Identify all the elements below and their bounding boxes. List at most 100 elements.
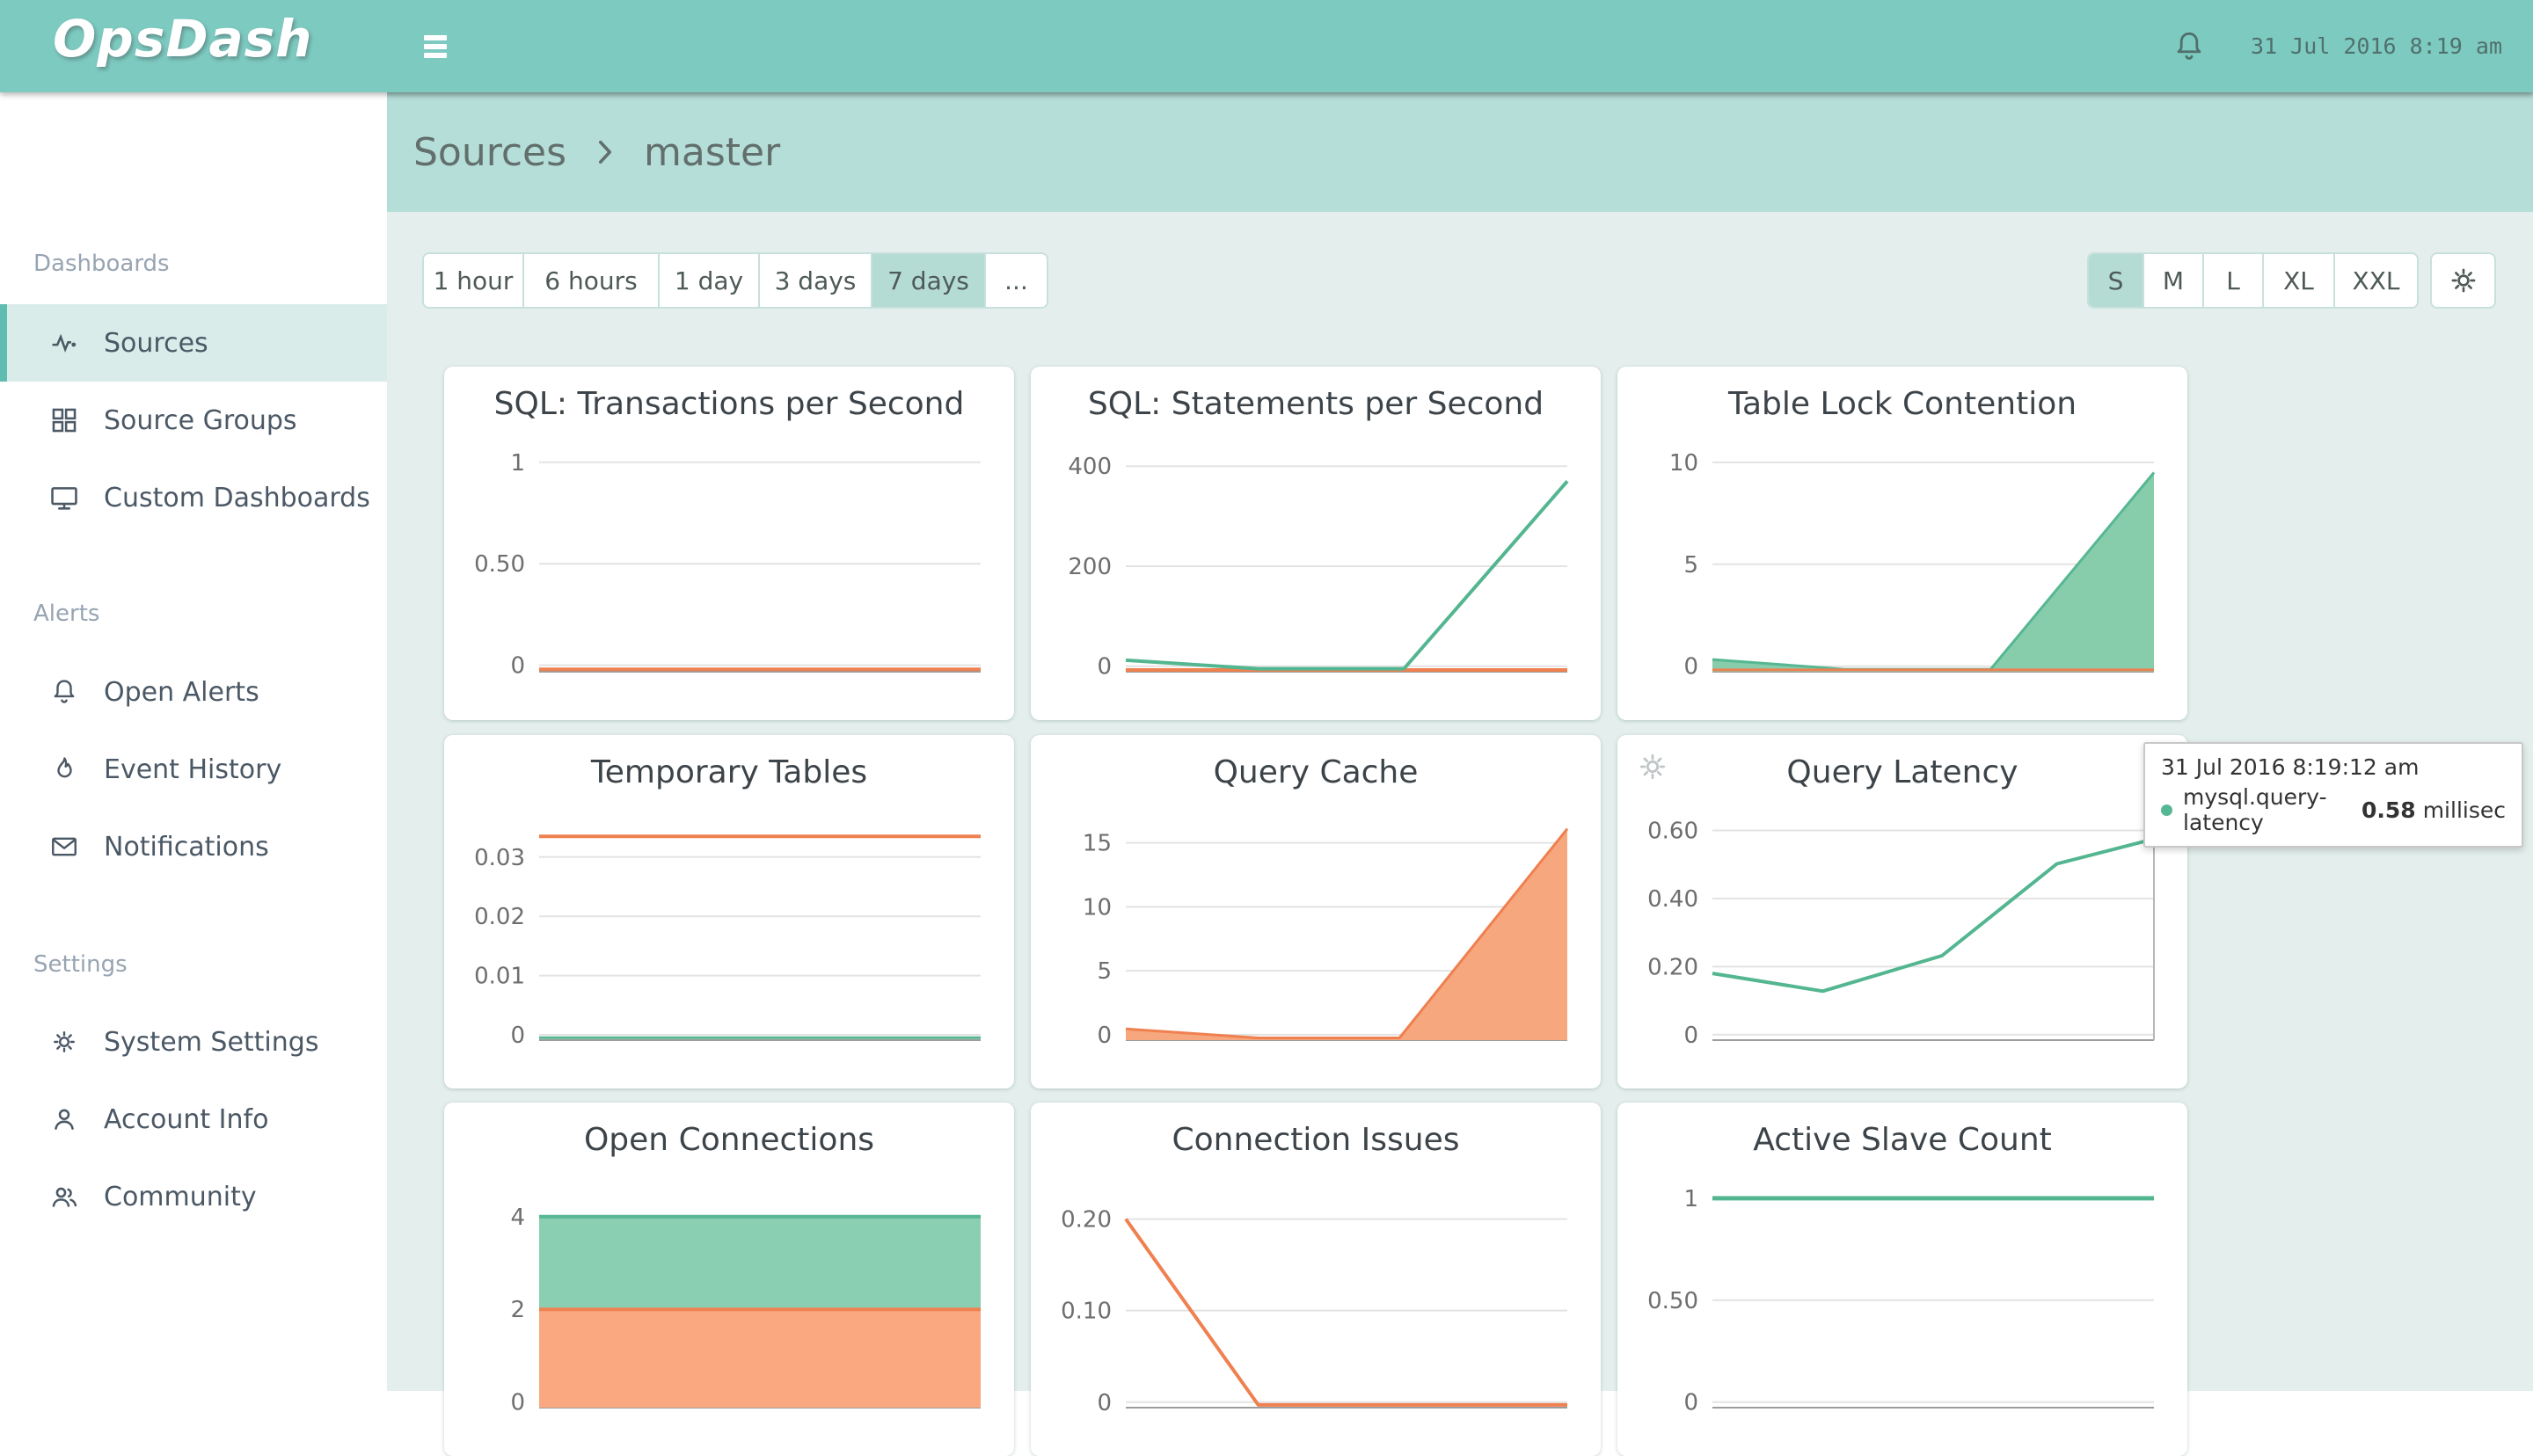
- svg-text:0: 0: [510, 1023, 525, 1049]
- svg-text:1: 1: [510, 450, 525, 477]
- chart-plot-area[interactable]: 400 200 0: [1038, 433, 1594, 696]
- chart-card: SQL: Transactions per Second 1 0.50 0: [444, 367, 1014, 720]
- svg-text:15: 15: [1083, 831, 1112, 857]
- chart-card: Connection Issues 0.20 0.10 0: [1031, 1103, 1601, 1456]
- header-right: 31 Jul 2016 8:19 am: [2172, 0, 2502, 92]
- dashboard-settings-button[interactable]: [2430, 252, 2496, 309]
- breadcrumb-sources-link[interactable]: Sources: [413, 129, 567, 175]
- size-s[interactable]: S: [2089, 254, 2142, 307]
- chart-title: Open Connections: [583, 1122, 875, 1158]
- sidebar-section-settings: Settings: [33, 951, 128, 978]
- chart-plot-area[interactable]: 4 2 0: [451, 1168, 1007, 1432]
- svg-text:0.20: 0.20: [1061, 1207, 1112, 1234]
- tooltip-timestamp: 31 Jul 2016 8:19:12 am: [2161, 754, 2420, 780]
- header-timestamp: 31 Jul 2016 8:19 am: [2251, 33, 2502, 59]
- svg-text:1: 1: [1683, 1186, 1698, 1212]
- tooltip-series-row: mysql.query-latency 0.58 millisec: [2161, 784, 2506, 835]
- chart-title: SQL: Transactions per Second: [493, 386, 965, 422]
- sidebar-item-account-info[interactable]: Account Info: [0, 1081, 387, 1158]
- user-icon: [49, 1104, 79, 1134]
- users-icon: [49, 1182, 79, 1212]
- size-xxl[interactable]: XXL: [2333, 254, 2417, 307]
- sidebar-item-system-settings[interactable]: System Settings: [0, 1003, 387, 1081]
- grid-icon: [49, 405, 79, 435]
- chart-plot-area[interactable]: 15 10 5 0: [1038, 801, 1594, 1065]
- envelope-icon: [49, 832, 79, 862]
- chart-plot-area[interactable]: 0.60 0.40 0.20 0: [1624, 801, 2180, 1065]
- chart-card: Query Latency 0.60 0.40 0.20 0: [1617, 735, 2187, 1088]
- breadcrumb: Sources master: [413, 92, 780, 212]
- svg-text:400: 400: [1068, 454, 1112, 480]
- monitor-icon: [49, 483, 79, 513]
- svg-text:4: 4: [510, 1205, 525, 1231]
- gear-icon: [2447, 264, 2480, 297]
- chart-title: Active Slave Count: [1753, 1122, 2052, 1158]
- chart-card: Open Connections 4 2 0: [444, 1103, 1014, 1456]
- sidebar-section-alerts: Alerts: [33, 601, 100, 627]
- time-range-group: 1 hour 6 hours 1 day 3 days 7 days ...: [422, 252, 1048, 309]
- sidebar-item-open-alerts[interactable]: Open Alerts: [0, 653, 387, 731]
- svg-text:2: 2: [510, 1297, 525, 1323]
- sidebar-item-event-history[interactable]: Event History: [0, 731, 387, 808]
- breadcrumb-band: Sources master: [387, 92, 2533, 212]
- chart-plot-area[interactable]: 0.20 0.10 0: [1038, 1168, 1594, 1432]
- hamburger-menu-icon[interactable]: [424, 35, 447, 58]
- sidebar-section-dashboards: Dashboards: [33, 251, 170, 277]
- svg-text:0.60: 0.60: [1647, 819, 1698, 845]
- size-l[interactable]: L: [2202, 254, 2262, 307]
- series-dot-icon: [2161, 804, 2172, 816]
- svg-text:0.03: 0.03: [474, 845, 525, 871]
- svg-text:0.10: 0.10: [1061, 1299, 1112, 1325]
- chart-card: Temporary Tables 0.03 0.02 0.01 0: [444, 735, 1014, 1088]
- svg-text:0.02: 0.02: [474, 904, 525, 930]
- svg-text:0.50: 0.50: [474, 551, 525, 578]
- sidebar-item-notifications[interactable]: Notifications: [0, 808, 387, 885]
- sidebar-item-source-groups[interactable]: Source Groups: [0, 382, 387, 459]
- app-logo[interactable]: OpsDash: [53, 9, 313, 69]
- chart-plot-area[interactable]: 0.03 0.02 0.01 0: [451, 801, 1007, 1065]
- size-m[interactable]: M: [2142, 254, 2202, 307]
- svg-text:0.40: 0.40: [1647, 886, 1698, 913]
- svg-text:0: 0: [1683, 654, 1698, 681]
- svg-text:0.20: 0.20: [1647, 954, 1698, 980]
- app-header: OpsDash 31 Jul 2016 8:19 am: [0, 0, 2533, 92]
- card-gear-icon[interactable]: [1635, 749, 1670, 784]
- svg-text:0.01: 0.01: [474, 964, 525, 990]
- tooltip-value: 0.58: [2361, 797, 2416, 823]
- tooltip-series-name: mysql.query-latency: [2183, 784, 2327, 835]
- svg-text:0: 0: [510, 1390, 525, 1416]
- svg-text:0: 0: [1097, 654, 1112, 681]
- time-range-3-days[interactable]: 3 days: [758, 254, 871, 307]
- svg-text:10: 10: [1669, 450, 1698, 477]
- chart-plot-area[interactable]: 1 0.50 0: [1624, 1168, 2180, 1432]
- time-range-6-hours[interactable]: 6 hours: [522, 254, 658, 307]
- chart-plot-area[interactable]: 1 0.50 0: [451, 433, 1007, 696]
- activity-icon: [49, 328, 79, 358]
- flame-icon: [49, 754, 79, 784]
- svg-text:0: 0: [1097, 1390, 1112, 1416]
- svg-text:5: 5: [1683, 552, 1698, 579]
- svg-text:10: 10: [1083, 894, 1112, 921]
- svg-text:200: 200: [1068, 554, 1112, 580]
- svg-text:0: 0: [1683, 1390, 1698, 1416]
- size-xl[interactable]: XL: [2262, 254, 2333, 307]
- breadcrumb-current: master: [644, 129, 781, 175]
- chart-title: Connection Issues: [1172, 1122, 1460, 1158]
- chart-card: Table Lock Contention 10 5 0: [1617, 367, 2187, 720]
- sidebar-item-community[interactable]: Community: [0, 1158, 387, 1235]
- chevron-right-icon: [589, 136, 621, 168]
- chart-title: Table Lock Contention: [1727, 386, 2077, 422]
- svg-text:0.50: 0.50: [1647, 1288, 1698, 1314]
- sidebar-item-sources[interactable]: Sources: [0, 304, 387, 382]
- chart-plot-area[interactable]: 10 5 0: [1624, 433, 2180, 696]
- svg-text:0: 0: [510, 653, 525, 680]
- chart-tooltip: 31 Jul 2016 8:19:12 am mysql.query-laten…: [2143, 742, 2523, 848]
- time-range-1-hour[interactable]: 1 hour: [424, 254, 522, 307]
- sidebar-item-custom-dashboards[interactable]: Custom Dashboards: [0, 459, 387, 536]
- tooltip-unit: millisec: [2422, 797, 2506, 823]
- chart-title: SQL: Statements per Second: [1087, 386, 1544, 422]
- time-range-more[interactable]: ...: [984, 254, 1047, 307]
- notifications-bell-icon[interactable]: [2172, 29, 2207, 64]
- time-range-1-day[interactable]: 1 day: [658, 254, 758, 307]
- time-range-7-days[interactable]: 7 days: [871, 254, 984, 307]
